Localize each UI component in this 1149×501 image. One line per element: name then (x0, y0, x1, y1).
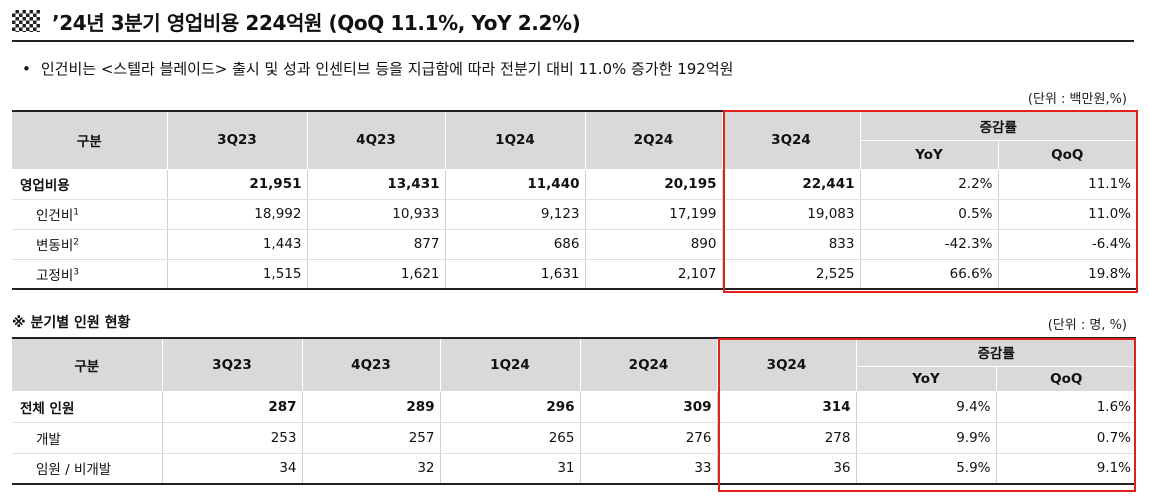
header-3q24: 3Q24 (722, 111, 861, 170)
cell-value: 33 (580, 453, 718, 485)
cell-value: 31 (440, 453, 581, 485)
cell-value: 22,441 (722, 169, 861, 200)
table2-unit: (단위 : 명, %) (1047, 318, 1127, 333)
checker-bullet-icon (12, 10, 40, 32)
cell-yoy: 66.6% (860, 259, 999, 290)
cell-value: 18,992 (167, 199, 308, 230)
table-row: 개발 253 257 265 276 278 9.9% 0.7% (12, 422, 1137, 454)
row-label: 변동비2 (12, 229, 168, 260)
cell-value: 686 (445, 229, 586, 260)
cell-qoq: 11.1% (998, 169, 1137, 200)
cell-qoq: -6.4% (998, 229, 1137, 260)
cell-value: 257 (302, 422, 441, 454)
header-change: 증감률 (856, 338, 1137, 367)
cell-yoy: 0.5% (860, 199, 999, 230)
header-1q24: 1Q24 (445, 111, 586, 170)
cell-value: 287 (162, 391, 303, 423)
cell-value: 309 (580, 391, 718, 423)
cell-value: 265 (440, 422, 581, 454)
cell-value: 9,123 (445, 199, 586, 230)
section-title-headcount: ※ 분기별 인원 현황 (12, 315, 131, 331)
cell-value: 253 (162, 422, 303, 454)
cell-yoy: 5.9% (856, 453, 997, 485)
headcount-table: 구분 3Q23 4Q23 1Q24 2Q24 3Q24 증감률 YoY QoQ … (12, 337, 1137, 485)
cell-value: 1,621 (307, 259, 446, 290)
cell-qoq: 19.8% (998, 259, 1137, 290)
cell-qoq: 9.1% (996, 453, 1137, 485)
header-2q24: 2Q24 (580, 338, 718, 392)
table1-unit: (단위 : 백만원,%) (1027, 92, 1127, 107)
header-2q24: 2Q24 (585, 111, 723, 170)
table-row: 변동비2 1,443 877 686 890 833 -42.3% -6.4% (12, 229, 1137, 260)
cell-value: 32 (302, 453, 441, 485)
cell-value: 877 (307, 229, 446, 260)
cell-value: 314 (717, 391, 857, 423)
page-title: ’24년 3분기 영업비용 224억원 (QoQ 11.1%, YoY 2.2%… (52, 10, 581, 35)
opex-table: 구분 3Q23 4Q23 1Q24 2Q24 3Q24 증감률 YoY QoQ … (12, 110, 1137, 290)
cell-value: 10,933 (307, 199, 446, 230)
cell-qoq: 1.6% (996, 391, 1137, 423)
row-label: 고정비3 (12, 259, 168, 290)
cell-yoy: -42.3% (860, 229, 999, 260)
cell-value: 276 (580, 422, 718, 454)
cell-yoy: 9.4% (856, 391, 997, 423)
row-label: 영업비용 (12, 169, 168, 200)
header-4q23: 4Q23 (302, 338, 441, 392)
cell-yoy: 9.9% (856, 422, 997, 454)
header-yoy: YoY (856, 366, 997, 392)
header-3q24: 3Q24 (717, 338, 857, 392)
cell-value: 289 (302, 391, 441, 423)
summary-text: 인건비는 <스텔라 블레이드> 출시 및 성과 인센티브 등을 지급함에 따라 … (40, 60, 734, 78)
table-row: 전체 인원 287 289 296 309 314 9.4% 1.6% (12, 391, 1137, 423)
cell-value: 11,440 (445, 169, 586, 200)
bullet-dot-icon: • (22, 59, 31, 78)
cell-qoq: 11.0% (998, 199, 1137, 230)
cell-yoy: 2.2% (860, 169, 999, 200)
table-row: 인건비1 18,992 10,933 9,123 17,199 19,083 0… (12, 199, 1137, 230)
cell-value: 13,431 (307, 169, 446, 200)
header-category: 구분 (12, 111, 168, 170)
title-row: ’24년 3분기 영업비용 224억원 (QoQ 11.1%, YoY 2.2%… (12, 6, 581, 36)
header-3q23: 3Q23 (167, 111, 308, 170)
header-category: 구분 (12, 338, 163, 392)
header-4q23: 4Q23 (307, 111, 446, 170)
row-label: 인건비1 (12, 199, 168, 230)
summary-bullet: • 인건비는 <스텔라 블레이드> 출시 및 성과 인센티브 등을 지급함에 따… (22, 58, 733, 79)
cell-value: 890 (585, 229, 723, 260)
cell-value: 1,631 (445, 259, 586, 290)
cell-value: 833 (722, 229, 861, 260)
highlight-box-headcount (718, 338, 1136, 492)
cell-value: 2,525 (722, 259, 861, 290)
cell-value: 296 (440, 391, 581, 423)
header-change: 증감률 (860, 111, 1137, 141)
highlight-box-opex (723, 110, 1138, 293)
title-divider (12, 40, 1134, 42)
cell-value: 2,107 (585, 259, 723, 290)
cell-value: 19,083 (722, 199, 861, 230)
row-label: 개발 (12, 422, 163, 454)
cell-qoq: 0.7% (996, 422, 1137, 454)
header-qoq: QoQ (996, 366, 1137, 392)
header-qoq: QoQ (998, 140, 1137, 170)
cell-value: 17,199 (585, 199, 723, 230)
row-label: 전체 인원 (12, 391, 163, 423)
table-row: 영업비용 21,951 13,431 11,440 20,195 22,441 … (12, 169, 1137, 200)
cell-value: 1,443 (167, 229, 308, 260)
table-row: 임원 / 비개발 34 32 31 33 36 5.9% 9.1% (12, 453, 1137, 485)
cell-value: 21,951 (167, 169, 308, 200)
cell-value: 1,515 (167, 259, 308, 290)
header-yoy: YoY (860, 140, 999, 170)
header-3q23: 3Q23 (162, 338, 303, 392)
cell-value: 278 (717, 422, 857, 454)
header-1q24: 1Q24 (440, 338, 581, 392)
row-label: 임원 / 비개발 (12, 453, 163, 485)
cell-value: 36 (717, 453, 857, 485)
table-row: 고정비3 1,515 1,621 1,631 2,107 2,525 66.6%… (12, 259, 1137, 290)
cell-value: 20,195 (585, 169, 723, 200)
cell-value: 34 (162, 453, 303, 485)
